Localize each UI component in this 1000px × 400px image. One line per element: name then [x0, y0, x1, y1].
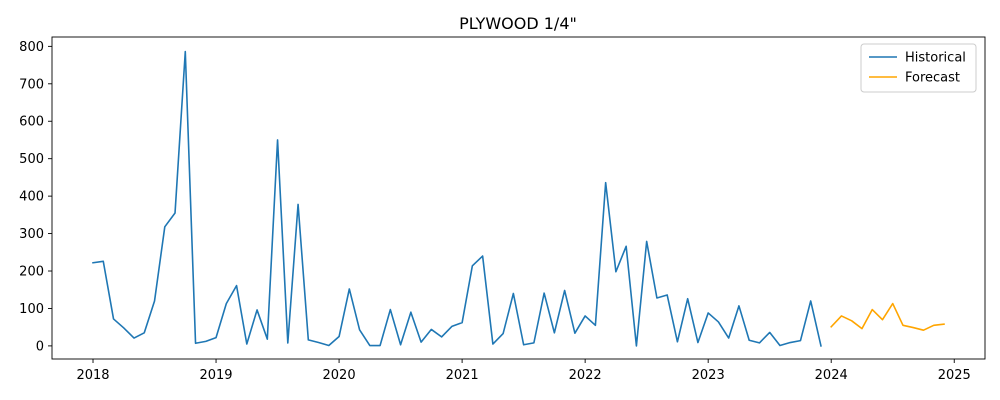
x-tick-label: 2018 — [76, 368, 109, 383]
legend-label-historical: Historical — [905, 51, 966, 66]
x-tick-label: 2024 — [815, 368, 848, 383]
chart-title: PLYWOOD 1/4" — [459, 14, 577, 33]
y-tick-label: 0 — [36, 339, 44, 354]
x-tick-label: 2019 — [199, 368, 232, 383]
plot-frame — [51, 36, 986, 360]
y-tick-label: 100 — [19, 302, 44, 317]
y-tick-label: 500 — [19, 152, 44, 167]
y-tick-label: 600 — [19, 115, 44, 130]
y-tick-label: 200 — [19, 265, 44, 280]
x-tick-label: 2021 — [446, 368, 479, 383]
legend-box — [860, 43, 977, 93]
x-tick-label: 2025 — [938, 368, 971, 383]
series-line-forecast — [830, 302, 945, 331]
legend-label-forecast: Forecast — [905, 71, 960, 86]
series-line-historical — [92, 50, 822, 347]
x-tick-label: 2023 — [692, 368, 725, 383]
y-tick-label: 300 — [19, 227, 44, 242]
y-tick-label: 800 — [19, 40, 44, 55]
y-tick-label: 700 — [19, 77, 44, 92]
x-tick-label: 2020 — [323, 368, 356, 383]
y-tick-label: 400 — [19, 190, 44, 205]
axes-layer: 2018 2019 2020 2021 2022 2023 2024 2025 0 100 200 3… — [19, 36, 986, 383]
series-layer — [92, 50, 945, 347]
x-tick-label: 2022 — [569, 368, 602, 383]
legend: Historical Forecast — [860, 43, 977, 93]
